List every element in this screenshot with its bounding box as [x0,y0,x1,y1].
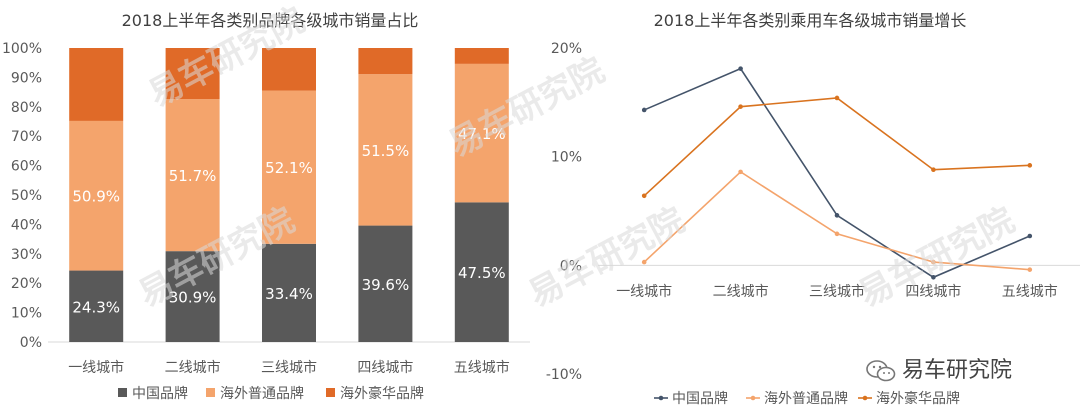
data-label: 51.7% [169,167,217,185]
bar-segment [454,48,509,64]
chart-title: 2018上半年各类别乘用车各级城市销量增长 [654,11,967,30]
x-tick-label: 五线城市 [1002,283,1058,300]
y-tick-label: 10% [11,306,42,322]
y-tick-label: 40% [11,217,42,233]
bar-segment [358,225,413,342]
brand-footer: 易车研究院 [866,352,1012,384]
data-point [931,274,936,280]
bar-segment [262,48,316,91]
data-point [834,213,840,218]
bar-segment [165,48,220,100]
x-tick-label: 四线城市 [905,283,961,300]
bar-segment [69,270,124,342]
legend-label: 中国品牌 [672,390,728,407]
bar-segment [69,48,124,121]
data-label: 47.1% [458,125,506,143]
y-tick-label: 0% [560,258,582,274]
bar-segment [358,74,413,226]
data-point [1027,163,1033,168]
y-tick-label: 70% [11,129,42,145]
y-tick-label: -10% [546,367,582,383]
y-tick-label: 0% [20,335,42,351]
legend-marker [750,395,756,401]
y-tick-label: 20% [551,41,582,57]
x-tick-label: 三线城市 [261,359,317,376]
legend-label: 海外豪华品牌 [876,390,960,407]
bar-segment [358,48,413,75]
wechat-icon [866,360,896,382]
data-point [931,167,936,173]
legend-label: 海外豪华品牌 [340,385,424,402]
series-line [643,97,1030,197]
x-tick-label: 二线城市 [713,283,769,300]
data-point [1027,267,1033,272]
bar-segment [454,63,509,203]
data-point [738,169,743,175]
bar-segment [165,251,220,342]
y-tick-label: 90% [11,70,42,86]
data-label: 50.9% [72,188,120,206]
legend-swatch [206,388,215,397]
data-label: 24.3% [72,298,120,316]
y-tick-label: 30% [11,247,42,263]
data-label: 52.1% [265,159,313,177]
data-point [834,95,840,101]
data-point [641,259,647,265]
y-tick-label: 60% [11,159,42,175]
legend-label: 海外普通品牌 [764,390,848,407]
y-tick-label: 100% [2,41,42,57]
data-point [641,107,647,113]
data-label: 51.5% [362,142,410,160]
data-point [931,259,936,265]
x-tick-label: 五线城市 [454,359,510,376]
data-point [738,66,743,71]
data-label: 39.6% [362,276,410,294]
data-label: 47.5% [458,264,506,282]
legend-swatch [118,388,127,397]
legend-label: 中国品牌 [132,385,188,402]
x-tick-label: 二线城市 [165,359,221,376]
data-label: 33.4% [265,285,313,303]
chart-title: 2018上半年各类别品牌各级城市销量占比 [122,11,419,30]
bar-segment [165,99,220,252]
y-tick-label: 20% [11,276,42,292]
bar-segment [262,243,316,342]
legend-label: 海外普通品牌 [220,385,304,402]
data-point [738,104,743,109]
x-tick-label: 四线城市 [357,359,413,376]
legend-swatch [326,388,335,397]
y-tick-label: 80% [11,100,42,116]
bar-segment [454,202,509,342]
bar-segment [262,90,316,244]
data-point [1027,233,1033,239]
y-tick-label: 10% [551,150,582,166]
x-tick-label: 一线城市 [616,283,672,300]
legend-marker [658,395,664,401]
data-point [834,231,840,237]
bar-segment [69,120,124,271]
legend-marker [862,395,868,401]
x-tick-label: 三线城市 [809,283,865,300]
y-tick-label: 50% [11,188,42,204]
x-tick-label: 一线城市 [68,359,124,376]
data-label: 30.9% [169,289,217,307]
data-point [641,193,647,199]
brand-label: 易车研究院 [902,358,1013,383]
